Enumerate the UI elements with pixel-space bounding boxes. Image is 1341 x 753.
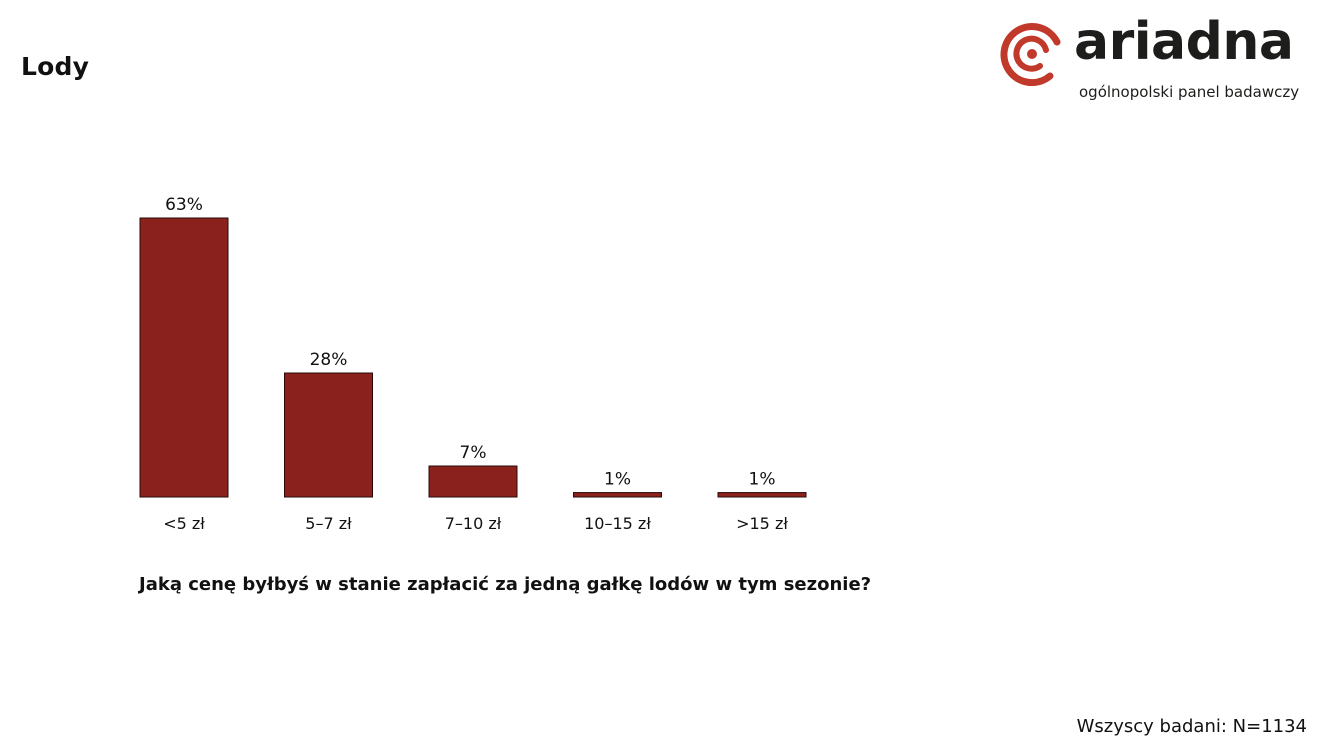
logo-wordmark: ariadna bbox=[1074, 12, 1294, 72]
category-label-4: >15 zł bbox=[736, 514, 788, 533]
bar-3 bbox=[573, 492, 662, 498]
data-label-0: 63% bbox=[165, 195, 203, 215]
data-label-1: 28% bbox=[310, 350, 348, 370]
survey-question: Jaką cenę byłbyś w stanie zapłacić za je… bbox=[139, 574, 872, 595]
category-label-2: 7–10 zł bbox=[445, 514, 502, 533]
bar-1 bbox=[284, 372, 373, 498]
category-label-1: 5–7 zł bbox=[305, 514, 352, 533]
sample-base-note: Wszyscy badani: N=1134 bbox=[1076, 716, 1307, 737]
bar-4 bbox=[717, 492, 807, 498]
category-label-0: <5 zł bbox=[163, 514, 205, 533]
bar-2 bbox=[428, 465, 518, 498]
ariadna-logo-mark-icon bbox=[1000, 23, 1061, 86]
bar-0 bbox=[139, 217, 229, 498]
logo-tagline: ogólnopolski panel badawczy bbox=[1079, 83, 1300, 101]
ariadna-logo: ariadna ogólnopolski panel badawczy bbox=[1000, 12, 1320, 112]
category-label-3: 10–15 zł bbox=[584, 514, 651, 533]
page-title: Lody bbox=[21, 52, 90, 81]
data-label-2: 7% bbox=[460, 443, 487, 463]
data-label-4: 1% bbox=[749, 470, 776, 490]
data-label-3: 1% bbox=[604, 470, 631, 490]
